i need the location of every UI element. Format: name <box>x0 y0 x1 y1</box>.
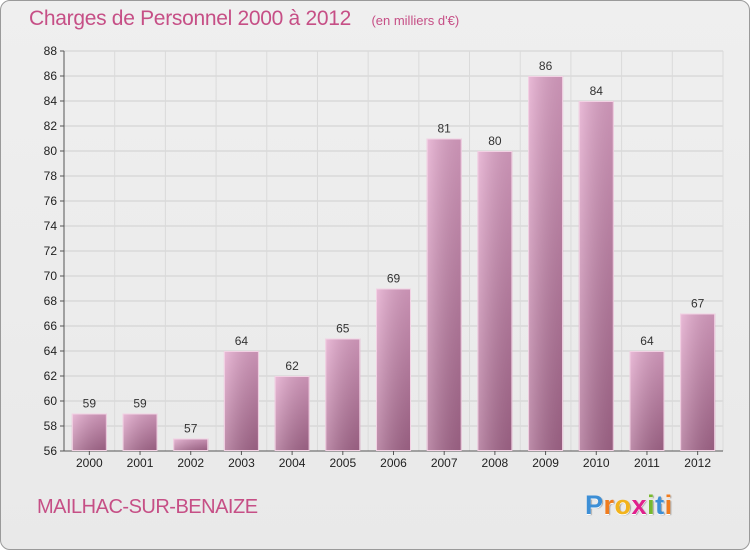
x-tick-label: 2007 <box>431 456 458 470</box>
axis-layer: 56 58 60 62 64 66 68 70 72 74 76 78 80 82 84 86 88 2000 20… <box>44 44 723 470</box>
x-tick-label: 2009 <box>532 456 559 470</box>
logo-letter: x <box>631 490 648 520</box>
x-tick-label: 2003 <box>228 456 255 470</box>
y-tick-label: 82 <box>44 119 58 133</box>
logo-letter: i <box>647 490 656 520</box>
data-label: 62 <box>285 359 299 373</box>
y-tick-label: 84 <box>44 94 58 108</box>
x-tick-label: 2010 <box>583 456 610 470</box>
y-tick-label: 64 <box>44 344 58 358</box>
y-tick-label: 70 <box>44 269 58 283</box>
bar-outline <box>71 413 107 451</box>
y-tick-label: 88 <box>44 44 58 58</box>
y-tick-label: 74 <box>44 219 58 233</box>
y-tick-label: 76 <box>44 194 58 208</box>
bar-shade <box>223 351 259 451</box>
x-tick-label: 2000 <box>76 456 103 470</box>
data-label: 84 <box>590 84 604 98</box>
bar-outline <box>122 413 158 451</box>
bar-outline <box>578 101 614 451</box>
y-tick-label: 72 <box>44 244 58 258</box>
bar-outline <box>477 151 513 451</box>
y-tick-label: 66 <box>44 319 58 333</box>
bar-shade <box>680 313 716 451</box>
y-tick-label: 68 <box>44 294 58 308</box>
bar-shade <box>376 288 411 451</box>
bar-outline <box>376 288 411 451</box>
bar-outline <box>325 338 361 451</box>
y-tick-label: 60 <box>44 394 58 408</box>
bar-outline <box>528 76 564 451</box>
bar-outline <box>223 351 259 451</box>
x-tick-label: 2011 <box>634 456 660 470</box>
data-label: 65 <box>336 322 350 336</box>
y-tick-label: 58 <box>44 419 58 433</box>
data-label: 59 <box>83 397 97 411</box>
data-label: 69 <box>387 272 401 286</box>
x-tick-label: 2002 <box>177 456 204 470</box>
bar-shade <box>426 138 462 451</box>
bar-shade <box>325 338 361 451</box>
data-label: 57 <box>184 422 198 436</box>
title-row: Charges de Personnel 2000 à 2012 (en mil… <box>29 7 459 31</box>
x-tick-label: 2004 <box>279 456 306 470</box>
data-label: 67 <box>691 297 705 311</box>
y-tick-label: 86 <box>44 69 58 83</box>
x-tick-label: 2006 <box>380 456 407 470</box>
data-label: 80 <box>488 134 502 148</box>
y-tick-label: 62 <box>44 369 58 383</box>
bar-outline <box>173 438 209 451</box>
bar-shade <box>274 376 310 451</box>
data-label: 81 <box>438 122 452 136</box>
x-tick-label: 2005 <box>329 456 356 470</box>
data-label: 86 <box>539 59 553 73</box>
data-label: 64 <box>640 334 654 348</box>
bar-outline <box>629 351 665 451</box>
chart-unit-subtitle: (en milliers d'€) <box>371 13 460 28</box>
chart-title: Charges de Personnel 2000 à 2012 <box>29 7 351 30</box>
bar-shade <box>528 76 564 451</box>
bar-layer <box>71 76 716 451</box>
logo-letter: t <box>655 490 665 520</box>
commune-name: MAILHAC-SUR-BENAIZE <box>37 496 258 518</box>
x-tick-label: 2012 <box>684 456 711 470</box>
data-label: 64 <box>235 334 249 348</box>
y-tick-label: 80 <box>44 144 58 158</box>
label-layer: 59 59 57 64 62 65 69 81 80 86 84 64 67 <box>83 59 705 436</box>
bar-shade <box>122 413 158 451</box>
x-tick-label: 2001 <box>127 456 154 470</box>
bar-outline <box>426 138 462 451</box>
bar-shade <box>578 101 614 451</box>
bar-shade <box>173 438 209 451</box>
y-tick-label: 56 <box>44 444 58 458</box>
proxiti-logo: Proxiti <box>585 490 673 521</box>
bar-outline <box>274 376 310 451</box>
bar-shade <box>629 351 665 451</box>
y-tick-label: 78 <box>44 169 58 183</box>
bar-shade <box>477 151 513 451</box>
bar-shade <box>71 413 107 451</box>
logo-letter: o <box>614 490 632 520</box>
logo-letter: i <box>664 490 673 520</box>
logo-letter: P <box>585 490 604 520</box>
x-tick-label: 2008 <box>482 456 509 470</box>
bar-outline <box>680 313 716 451</box>
data-label: 59 <box>133 397 147 411</box>
logo-letter: r <box>603 490 615 520</box>
